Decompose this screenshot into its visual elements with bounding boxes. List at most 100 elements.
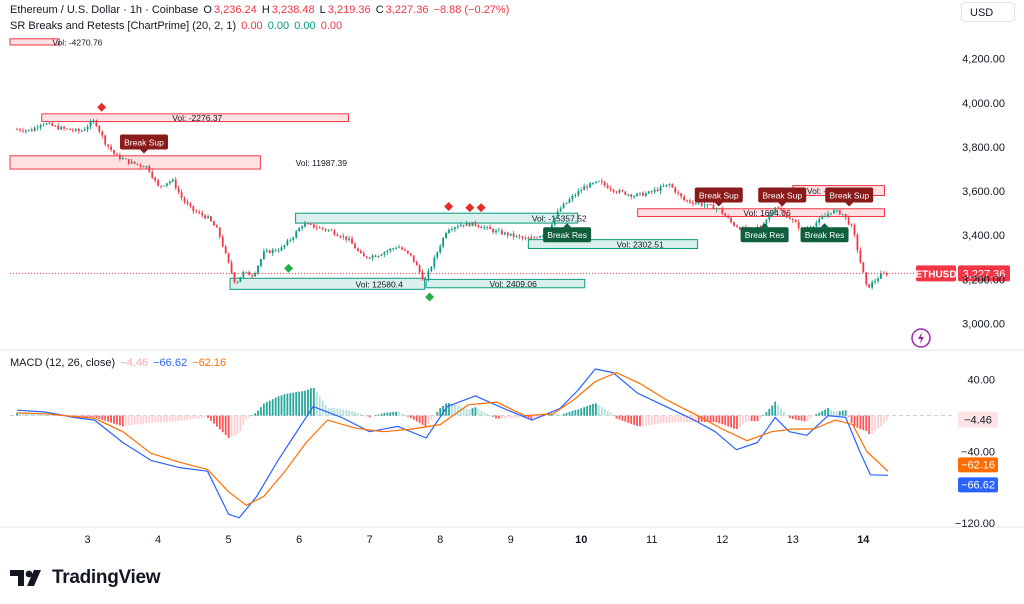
macd-histogram-bar: [533, 415, 536, 420]
macd-histogram-bar: [365, 415, 368, 417]
macd-histogram-bar: [163, 415, 165, 422]
candle-body: [759, 226, 762, 228]
macd-histogram-bar: [207, 415, 209, 418]
close-label: C: [375, 4, 384, 16]
candle-body: [709, 204, 712, 206]
candle-body: [121, 158, 124, 160]
candle-body: [321, 227, 324, 229]
candle-body: [195, 211, 198, 213]
macd-histogram-bar: [83, 415, 86, 417]
candle-body: [824, 215, 827, 218]
macd-histogram-bar: [271, 399, 274, 416]
candle-body: [295, 231, 298, 238]
macd-histogram-bar: [36, 413, 39, 416]
candle-body: [453, 227, 456, 230]
candle-body: [304, 223, 306, 227]
candle-body: [592, 182, 594, 184]
candle-body: [136, 163, 139, 165]
tradingview-logo: TradingView: [10, 566, 161, 590]
signal-label: Break Res: [745, 230, 785, 240]
price-tick-label: 3,800.00: [962, 142, 1005, 154]
macd-histogram-bar: [650, 415, 653, 425]
macd-histogram-bar: [39, 413, 42, 416]
candle-body: [853, 225, 856, 235]
candle-body: [271, 249, 274, 254]
macd-histogram-bar: [495, 415, 497, 419]
macd-histogram-bar: [127, 415, 130, 426]
macd-histogram-bar: [233, 415, 236, 436]
time-tick-label: 5: [226, 534, 232, 546]
candle-body: [421, 271, 424, 280]
candle-body: [60, 126, 63, 130]
macd-histogram-bar: [224, 415, 227, 436]
candle-body: [671, 184, 674, 188]
macd-histogram-bar: [113, 415, 115, 424]
candle-body: [239, 277, 242, 283]
sr-zones: Vol: -4270.76 Vol: -2276.37 Vol: 11987.39 V…: [9, 37, 885, 290]
symbol-title[interactable]: Ethereum / U.S. Dollar · 1h · Coinbase: [10, 4, 199, 16]
macd-histogram-bar: [45, 413, 48, 416]
macd-histogram-bar: [871, 415, 874, 435]
macd-histogram-bar: [339, 408, 342, 416]
indicator-name: SR Breaks and Retests [ChartPrime] (20, …: [10, 20, 237, 32]
candle-body: [16, 129, 18, 131]
macd-histogram-bar: [442, 405, 445, 416]
macd-histogram-bar: [874, 415, 876, 432]
sr-zone: [41, 113, 350, 123]
candle-body: [236, 282, 239, 283]
macd-histogram-bar: [868, 415, 871, 435]
candle-body: [691, 202, 694, 204]
macd-legend[interactable]: MACD (12, 26, close) −4.46 −66.62 −62.16: [10, 357, 228, 369]
candle-body: [656, 189, 659, 191]
candle-body: [268, 250, 271, 254]
macd-histogram-bar: [448, 403, 450, 416]
candle-body: [69, 128, 71, 131]
candle-body: [406, 250, 409, 254]
macd-histogram-bar: [368, 415, 371, 418]
signal-pointer: [563, 223, 572, 228]
macd-histogram-bar: [706, 415, 709, 423]
sr-zone-label: Vol: -: [807, 186, 827, 196]
candle-body: [815, 222, 818, 227]
candle-body: [489, 226, 492, 230]
sr-zone-label: Vol: -4270.76: [52, 37, 102, 47]
macd-histogram-bar: [627, 415, 630, 423]
candle-body: [357, 248, 359, 251]
candle-body: [577, 191, 580, 196]
candle-body: [574, 195, 577, 197]
currency-button[interactable]: USD: [961, 2, 1015, 22]
candle-body: [260, 259, 262, 266]
candle-body: [207, 216, 209, 219]
macd-histogram-bar: [142, 415, 145, 424]
macd-histogram-bar: [656, 415, 659, 424]
macd-histogram-bar: [42, 413, 45, 416]
candle-body: [80, 130, 83, 132]
macd-histogram-bar: [424, 415, 427, 427]
candle-body: [480, 226, 483, 229]
candle-body: [333, 230, 336, 235]
candle-body: [312, 224, 315, 228]
macd-histogram-bar: [859, 415, 862, 430]
macd-histogram-bar: [389, 412, 392, 416]
candle-body: [662, 186, 665, 188]
candle-body: [677, 192, 680, 194]
indicator-legend[interactable]: SR Breaks and Retests [ChartPrime] (20, …: [10, 20, 344, 32]
macd-histogram-bar: [597, 405, 600, 416]
macd-histogram-bar: [274, 397, 277, 416]
macd-histogram-bar: [348, 410, 350, 416]
candle-body: [724, 213, 727, 216]
candle-body: [427, 270, 430, 279]
macd-histogram-bar: [307, 389, 309, 416]
macd-histogram-bar: [342, 409, 345, 416]
candle-body: [383, 252, 386, 255]
time-tick-label: 8: [437, 534, 443, 546]
macd-histogram-bar: [395, 411, 398, 416]
candle-body: [171, 179, 174, 182]
candle-body: [139, 164, 142, 167]
candle-body: [107, 144, 110, 147]
candle-body: [186, 202, 189, 204]
lightning-glyph: [918, 332, 924, 344]
signal-line: [17, 372, 889, 506]
candle-body: [486, 226, 489, 228]
